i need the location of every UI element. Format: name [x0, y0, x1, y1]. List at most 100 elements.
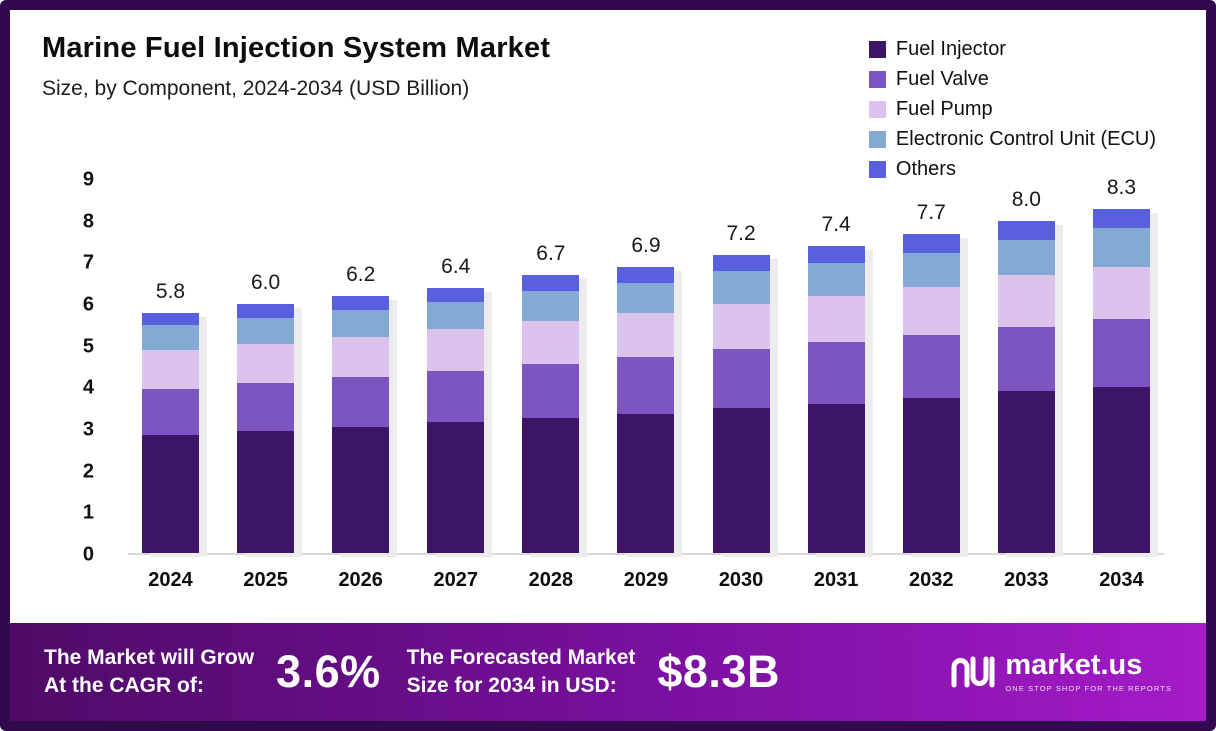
legend-swatch [868, 71, 886, 88]
bar-segment-fuel-injector [617, 414, 675, 553]
bar-segment-electronic-control-unit-ecu [332, 310, 390, 337]
legend-label: Fuel Pump [895, 98, 993, 120]
bar-total-label: 7.7 [916, 200, 946, 224]
bar-column-2028: 6.7 2028 [522, 180, 580, 591]
y-axis-label: 5 [82, 335, 94, 358]
bar-segment-fuel-valve [522, 364, 580, 419]
bar-segment-electronic-control-unit-ecu [997, 240, 1055, 276]
legend-item-fuel-valve: Fuel Valve [868, 68, 1156, 91]
y-axis-label: 2 [82, 460, 94, 483]
bar-segment-others [617, 267, 675, 283]
legend-swatch [868, 161, 886, 178]
bar-segment-others [712, 254, 770, 272]
bar-total-label: 6.7 [536, 242, 566, 266]
bar-segment-others [332, 296, 390, 311]
bar-column-2025: 6.0 2025 [237, 180, 295, 591]
bar-segment-fuel-pump [142, 349, 199, 390]
bar-segment-fuel-pump [427, 329, 485, 371]
legend-item-others: Others [868, 158, 1156, 181]
bar-segment-fuel-injector [522, 418, 580, 553]
bar-segment-electronic-control-unit-ecu [237, 317, 295, 344]
bar-total-label: 5.8 [155, 279, 186, 303]
bar-total-label: 7.4 [821, 213, 851, 237]
y-axis-label: 3 [82, 418, 94, 441]
bar-segment-fuel-pump [902, 286, 960, 335]
y-axis-label: 4 [82, 376, 94, 399]
legend-label: Others [895, 158, 956, 180]
bar-segment-fuel-valve [427, 370, 485, 423]
bar-segment-fuel-injector [142, 434, 199, 553]
y-axis-label: 6 [82, 293, 94, 316]
bar-total-label: 8.3 [1106, 176, 1137, 200]
bar-segment-fuel-injector [902, 397, 960, 553]
x-axis-label: 2030 [718, 569, 764, 591]
forecast-value: $8.3B [657, 646, 780, 697]
bar-segment-electronic-control-unit-ecu [1092, 227, 1150, 268]
bar-segment-fuel-pump [617, 313, 675, 357]
bar-segment-fuel-valve [237, 383, 295, 431]
bar-segment-others [237, 304, 295, 318]
bar-segment-fuel-injector [427, 422, 485, 553]
x-axis-label: 2034 [1099, 569, 1144, 591]
bar-segment-fuel-valve [142, 389, 199, 435]
legend-item-fuel-pump: Fuel Pump [868, 98, 1156, 121]
bar-segment-electronic-control-unit-ecu [427, 302, 485, 330]
bar-segment-electronic-control-unit-ecu [142, 325, 199, 350]
bar-column-2030: 7.2 2030 [712, 180, 770, 591]
bar-segment-fuel-injector [997, 391, 1055, 553]
bar-segment-electronic-control-unit-ecu [807, 262, 865, 297]
bar-segment-electronic-control-unit-ecu [522, 291, 580, 321]
market-us-icon [951, 656, 995, 688]
legend: Fuel Injector Fuel Valve Fuel Pump Electron… [868, 38, 1156, 188]
legend-swatch [868, 131, 886, 148]
x-axis-label: 2029 [623, 569, 669, 591]
bar-total-label: 6.2 [346, 263, 376, 287]
footer-banner: The Market will Grow At the CAGR of: 3.6… [10, 623, 1206, 721]
brand-logo: market.us ONE STOP SHOP FOR THE REPORTS [949, 651, 1172, 693]
bar-segment-fuel-valve [712, 349, 770, 408]
bar-total-label: 6.4 [441, 254, 471, 278]
bar-segment-fuel-injector [712, 407, 770, 553]
y-axis-label: 0 [82, 543, 94, 566]
bar-segment-others [902, 233, 960, 253]
bar-column-2033: 8.0 2033 [997, 180, 1055, 591]
bar-total-label: 6.0 [250, 271, 281, 295]
bar-segment-fuel-valve [807, 342, 865, 404]
y-axis: 0 1 2 3 4 5 6 7 8 9 [40, 169, 110, 566]
bar-segment-fuel-pump [807, 296, 865, 343]
bar-segment-others [427, 287, 485, 303]
bar-segment-fuel-pump [712, 303, 770, 350]
forecast-label: The Forecasted Market Size for 2034 in U… [406, 645, 636, 697]
y-axis-label: 8 [82, 210, 94, 233]
cagr-value: 3.6% [276, 646, 381, 697]
y-axis-label: 7 [82, 251, 94, 274]
bar-column-2024: 5.8 2024 [142, 180, 199, 591]
bar-segment-fuel-valve [617, 356, 675, 415]
x-axis-label: 2025 [243, 569, 288, 591]
bar-total-label: 7.2 [726, 221, 756, 245]
x-axis-label: 2032 [909, 569, 954, 591]
y-axis-label: 1 [82, 501, 94, 524]
x-axis-label: 2033 [1004, 569, 1049, 591]
bar-segment-fuel-valve [1092, 318, 1150, 388]
page-title: Marine Fuel Injection System Market [42, 32, 551, 64]
legend-item-electronic-control-unit-ecu: Electronic Control Unit (ECU) [868, 128, 1156, 151]
legend-label: Electronic Control Unit (ECU) [895, 128, 1156, 150]
legend-label: Fuel Valve [895, 68, 989, 90]
bar-segment-fuel-injector [237, 430, 295, 553]
bar-segment-electronic-control-unit-ecu [617, 282, 675, 314]
x-axis-label: 2026 [338, 569, 383, 591]
x-axis-label: 2024 [148, 569, 193, 591]
brand-text: market.us ONE STOP SHOP FOR THE REPORTS [1005, 651, 1172, 694]
bar-segment-others [142, 312, 199, 326]
bar-segment-fuel-injector [332, 426, 390, 553]
bar-segment-fuel-valve [997, 327, 1055, 392]
x-axis-label: 2031 [813, 569, 859, 591]
legend-swatch [868, 101, 886, 118]
x-axis-label: 2028 [528, 569, 574, 591]
chart-card: Marine Fuel Injection System Market Size… [10, 10, 1206, 721]
bar-segment-fuel-pump [332, 336, 390, 377]
bar-segment-fuel-pump [997, 275, 1055, 328]
bar-segment-others [522, 275, 580, 292]
